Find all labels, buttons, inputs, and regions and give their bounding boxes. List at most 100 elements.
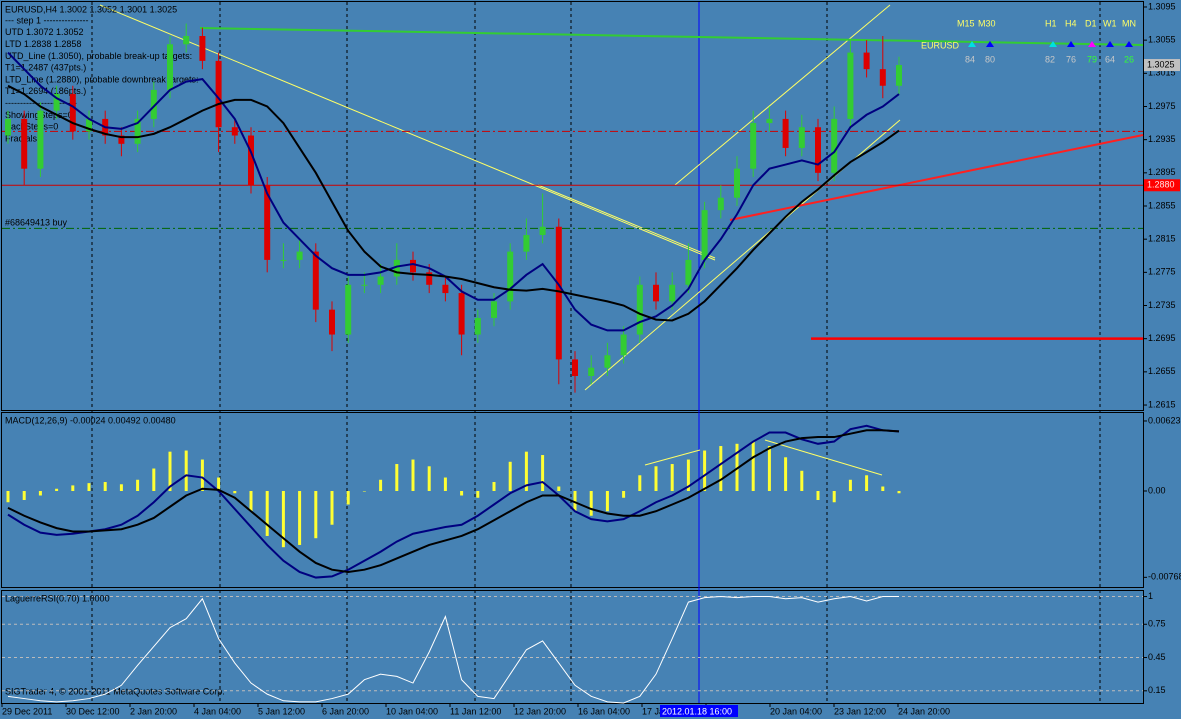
info-line: T1=1.2694 (186pts.) bbox=[5, 86, 86, 96]
candle-body bbox=[815, 127, 821, 173]
channel-line bbox=[674, 4, 891, 186]
candle-body bbox=[620, 334, 627, 356]
y-tick-label: 1.2815 bbox=[1148, 234, 1176, 244]
candle-body bbox=[264, 185, 271, 260]
symbol-label: EURUSD bbox=[921, 40, 960, 50]
y-tick-label: 1.3015 bbox=[1148, 68, 1176, 78]
macd-divergence bbox=[764, 439, 883, 476]
candle-body bbox=[296, 251, 303, 260]
candle-body bbox=[410, 259, 416, 273]
arrow-icon bbox=[1106, 41, 1114, 47]
macd-bar bbox=[136, 479, 140, 492]
macd-bar bbox=[703, 450, 707, 492]
candle-body bbox=[280, 259, 287, 261]
candle-body bbox=[685, 259, 692, 285]
x-tick-label: 4 Jan 04:00 bbox=[194, 706, 241, 716]
timeframe-value: 79 bbox=[1087, 54, 1097, 64]
x-tick-label: 2 Jan 20:00 bbox=[130, 706, 177, 716]
panel-title: MACD(12,26,9) -0.00024 0.00492 0.00480 bbox=[5, 415, 176, 425]
price-label: 1.2880 bbox=[1147, 180, 1175, 190]
x-tick-label: 6 Jan 20:00 bbox=[322, 706, 369, 716]
macd-bar bbox=[751, 441, 755, 492]
y-tick-label: 1.2935 bbox=[1148, 134, 1176, 144]
timeframe-value: 76 bbox=[1066, 54, 1076, 64]
candle-body bbox=[231, 127, 238, 136]
candle-body bbox=[215, 60, 222, 128]
candle-body bbox=[507, 251, 514, 302]
info-line: LTD 1.2838 1.2858 bbox=[5, 39, 81, 49]
macd-bar bbox=[800, 470, 804, 492]
candle-body bbox=[847, 52, 854, 119]
y-tick-label: 1.3095 bbox=[1148, 1, 1176, 11]
candle-body bbox=[5, 118, 11, 136]
macd-bar bbox=[865, 475, 869, 492]
info-line: T1=1.2487 (437pts.) bbox=[5, 63, 86, 73]
info-line: UTD 1.3072 1.3052 bbox=[5, 27, 84, 37]
macd-bar bbox=[38, 491, 42, 496]
cursor-label: 2012.01.18 16:00 bbox=[662, 706, 732, 716]
candle-body bbox=[248, 135, 254, 186]
macd-bar bbox=[638, 475, 642, 492]
candle-body bbox=[345, 284, 352, 335]
macd-bar bbox=[217, 477, 221, 492]
candle-body bbox=[426, 272, 433, 285]
macd-divergence bbox=[644, 449, 701, 466]
candle-body bbox=[118, 135, 125, 144]
macd-bar bbox=[816, 491, 820, 500]
x-tick-label: 16 Jan 04:00 bbox=[578, 706, 630, 716]
macd-bar bbox=[767, 446, 771, 492]
macd-bar bbox=[881, 486, 885, 492]
candle-body bbox=[361, 284, 368, 286]
macd-bar bbox=[71, 485, 75, 492]
macd-bar bbox=[524, 451, 528, 492]
macd-bar bbox=[541, 455, 545, 492]
x-tick-label: 5 Jan 12:00 bbox=[258, 706, 305, 716]
rsi-panel bbox=[1, 590, 1144, 704]
candle-body bbox=[377, 276, 384, 285]
x-tick-label: 10 Jan 04:00 bbox=[386, 706, 438, 716]
candle-body bbox=[863, 52, 870, 70]
macd-bar bbox=[168, 451, 172, 492]
macd-line bbox=[7, 429, 900, 573]
rsi-line bbox=[7, 596, 899, 704]
copyright: SIGTrader 4, © 2001-2011 MetaQuotes Soft… bbox=[5, 686, 225, 696]
candle-body bbox=[312, 251, 319, 310]
candle-body bbox=[555, 226, 562, 360]
candle-body bbox=[572, 359, 578, 376]
macd-bar bbox=[298, 491, 302, 545]
candle-body bbox=[750, 123, 757, 169]
y-tick-label: 1.2975 bbox=[1148, 101, 1176, 111]
candle-body bbox=[442, 284, 449, 294]
candle-body bbox=[167, 44, 173, 90]
macd-bar bbox=[411, 459, 415, 492]
candle-body bbox=[37, 110, 44, 169]
macd-bar bbox=[654, 466, 658, 492]
macd-bar bbox=[184, 450, 188, 492]
info-line: --- step 1 --------------- bbox=[5, 15, 88, 25]
timeframe-label: D1 bbox=[1085, 18, 1097, 28]
info-line: ------------------------ bbox=[5, 98, 77, 108]
macd-bar bbox=[330, 491, 334, 525]
macd-bar bbox=[686, 459, 690, 492]
arrow-icon bbox=[1088, 41, 1096, 47]
y-tick-label: 1.3055 bbox=[1148, 35, 1176, 45]
macd-bar bbox=[848, 479, 852, 492]
info-line: UTD_Line (1.3050), probable break-up tar… bbox=[5, 51, 192, 61]
x-tick-label: 29 Dec 2011 bbox=[2, 706, 52, 716]
panel-title: EURUSD,H4 1.3002 1.3052 1.3001 1.3025 bbox=[5, 4, 177, 14]
timeframe-label: H4 bbox=[1065, 18, 1077, 28]
macd-bar bbox=[314, 491, 318, 539]
macd-bar bbox=[443, 477, 447, 492]
macd-bar bbox=[22, 491, 26, 500]
candle-body bbox=[21, 118, 28, 169]
price-label: 1.3025 bbox=[1147, 59, 1175, 69]
macd-bar bbox=[119, 484, 123, 492]
macd-bar bbox=[265, 491, 269, 536]
timeframe-value: 80 bbox=[985, 54, 995, 64]
candle-body bbox=[199, 36, 206, 61]
macd-bar bbox=[6, 491, 10, 503]
timeframe-arrows bbox=[968, 41, 1133, 47]
macd-bar bbox=[249, 491, 253, 512]
y-tick-label: 1.2615 bbox=[1148, 399, 1176, 409]
candle-body bbox=[653, 284, 659, 302]
